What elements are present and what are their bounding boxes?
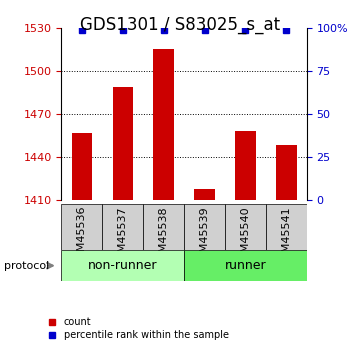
Bar	[184, 204, 225, 250]
Bar	[61, 250, 184, 281]
Bar	[225, 204, 266, 250]
Bar	[102, 204, 143, 250]
Bar	[184, 250, 307, 281]
Text: runner: runner	[225, 259, 266, 272]
Text: GSM45538: GSM45538	[158, 206, 169, 266]
Bar	[61, 204, 102, 250]
Text: GSM45540: GSM45540	[240, 206, 251, 266]
Bar	[235, 131, 256, 200]
Bar	[71, 132, 92, 200]
Text: GSM45536: GSM45536	[77, 206, 87, 266]
Bar	[276, 146, 297, 200]
Bar	[143, 204, 184, 250]
Text: non-runner: non-runner	[88, 259, 157, 272]
Text: GSM45541: GSM45541	[281, 206, 291, 266]
Bar	[194, 189, 215, 200]
Bar	[266, 204, 307, 250]
Text: GSM45539: GSM45539	[200, 206, 210, 266]
Bar	[153, 49, 174, 200]
Text: GDS1301 / S83025_s_at: GDS1301 / S83025_s_at	[81, 16, 280, 33]
Legend: count, percentile rank within the sample: count, percentile rank within the sample	[48, 317, 229, 340]
Bar	[113, 87, 133, 200]
Text: protocol: protocol	[4, 261, 49, 270]
Text: GSM45537: GSM45537	[118, 206, 128, 266]
